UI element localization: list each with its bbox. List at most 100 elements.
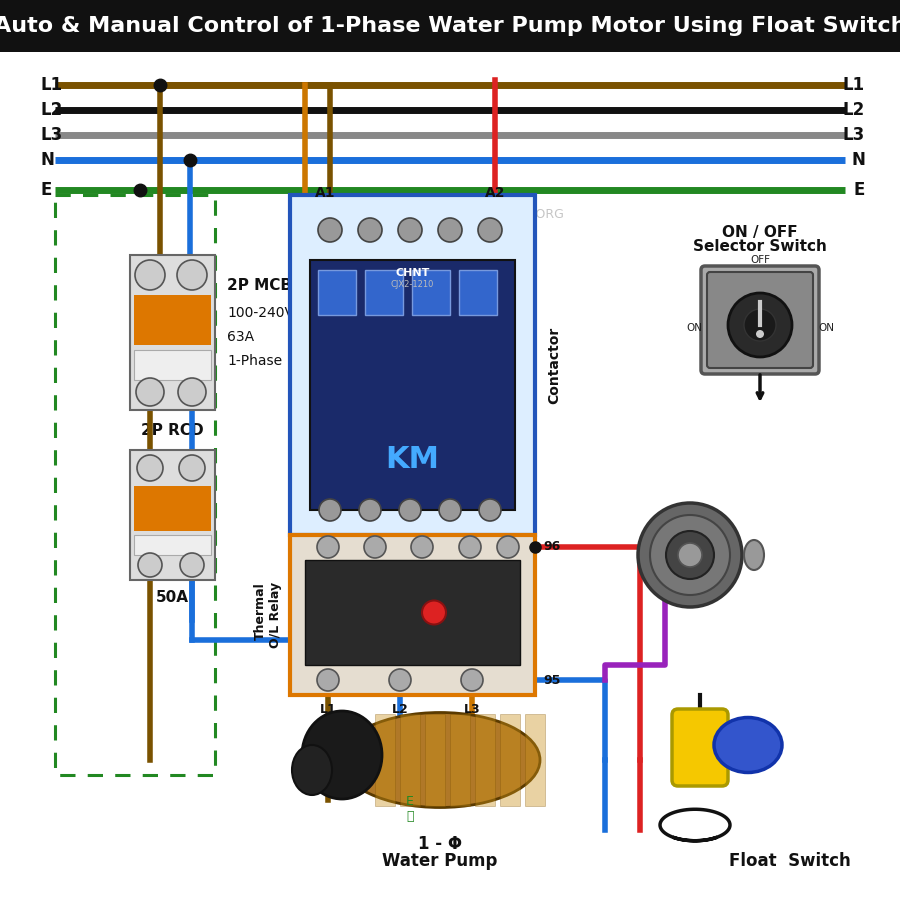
Text: 2P RCD: 2P RCD bbox=[141, 423, 203, 438]
Text: 96: 96 bbox=[543, 541, 560, 554]
Circle shape bbox=[319, 499, 341, 521]
Bar bbox=[400, 714, 420, 806]
Bar bbox=[525, 714, 545, 806]
Circle shape bbox=[744, 309, 776, 341]
FancyBboxPatch shape bbox=[701, 266, 819, 374]
Bar bbox=[290, 195, 535, 535]
Circle shape bbox=[178, 378, 206, 406]
Ellipse shape bbox=[714, 717, 782, 772]
Circle shape bbox=[638, 503, 742, 607]
Text: 1 - Φ: 1 - Φ bbox=[418, 835, 462, 853]
Circle shape bbox=[411, 536, 433, 558]
Text: Thermal
O/L Relay: Thermal O/L Relay bbox=[254, 582, 282, 648]
Bar bbox=[0, 0, 900, 52]
Circle shape bbox=[317, 669, 339, 691]
Circle shape bbox=[728, 293, 792, 357]
FancyBboxPatch shape bbox=[707, 272, 813, 368]
Text: CHNT: CHNT bbox=[395, 268, 429, 278]
Text: L3: L3 bbox=[842, 126, 865, 144]
Text: E: E bbox=[40, 181, 51, 199]
Bar bbox=[500, 714, 520, 806]
Circle shape bbox=[389, 669, 411, 691]
Text: L2: L2 bbox=[842, 101, 865, 119]
Bar bbox=[134, 350, 211, 380]
Bar bbox=[134, 486, 211, 531]
Circle shape bbox=[422, 600, 446, 625]
Circle shape bbox=[138, 553, 162, 577]
Text: L3: L3 bbox=[40, 126, 62, 144]
Circle shape bbox=[317, 536, 339, 558]
Bar bbox=[305, 560, 520, 665]
Circle shape bbox=[137, 455, 163, 481]
Ellipse shape bbox=[340, 713, 540, 807]
Circle shape bbox=[359, 499, 381, 521]
Text: L1: L1 bbox=[40, 76, 62, 94]
Circle shape bbox=[479, 499, 501, 521]
Bar bbox=[134, 295, 211, 345]
Text: Selector Switch: Selector Switch bbox=[693, 239, 827, 254]
Circle shape bbox=[461, 669, 483, 691]
Bar bbox=[375, 714, 395, 806]
Text: 95: 95 bbox=[543, 673, 561, 687]
Text: L3: L3 bbox=[464, 703, 481, 716]
Text: E
⏚: E ⏚ bbox=[406, 795, 414, 823]
Text: N: N bbox=[851, 151, 865, 169]
Circle shape bbox=[497, 536, 519, 558]
Bar bbox=[425, 714, 445, 806]
Circle shape bbox=[399, 499, 421, 521]
Bar bbox=[290, 535, 535, 695]
Text: OFF: OFF bbox=[750, 255, 770, 265]
Circle shape bbox=[318, 218, 342, 242]
Text: ON: ON bbox=[686, 323, 702, 333]
Text: Float  Switch: Float Switch bbox=[729, 852, 850, 870]
Text: A1: A1 bbox=[315, 186, 335, 200]
Bar bbox=[318, 270, 356, 315]
Text: CJX2-1210: CJX2-1210 bbox=[391, 280, 434, 289]
Text: 1-Phase: 1-Phase bbox=[227, 354, 282, 368]
Text: 50A: 50A bbox=[156, 590, 189, 605]
Bar bbox=[55, 195, 215, 775]
Ellipse shape bbox=[292, 745, 332, 795]
Circle shape bbox=[438, 218, 462, 242]
Text: Water Pump: Water Pump bbox=[382, 852, 498, 870]
Text: L1: L1 bbox=[320, 703, 337, 716]
Text: E: E bbox=[853, 181, 865, 199]
Bar bbox=[365, 270, 403, 315]
Circle shape bbox=[478, 218, 502, 242]
Text: 100-240V: 100-240V bbox=[227, 306, 294, 320]
Ellipse shape bbox=[302, 711, 382, 799]
Bar bbox=[310, 260, 515, 510]
Bar bbox=[130, 255, 215, 410]
Circle shape bbox=[666, 531, 714, 579]
Bar bbox=[475, 714, 495, 806]
Bar bbox=[412, 270, 450, 315]
Text: 63A: 63A bbox=[227, 330, 254, 344]
Text: ON / OFF: ON / OFF bbox=[722, 225, 797, 240]
Circle shape bbox=[398, 218, 422, 242]
Bar bbox=[134, 535, 211, 555]
Text: L2: L2 bbox=[392, 703, 409, 716]
Text: A2: A2 bbox=[485, 186, 505, 200]
Bar bbox=[450, 714, 470, 806]
Circle shape bbox=[756, 330, 764, 338]
Text: Contactor: Contactor bbox=[547, 327, 561, 403]
Circle shape bbox=[364, 536, 386, 558]
Bar bbox=[130, 450, 215, 580]
Text: KM: KM bbox=[385, 446, 439, 474]
Circle shape bbox=[439, 499, 461, 521]
Circle shape bbox=[135, 260, 165, 290]
Text: 2P MCB: 2P MCB bbox=[227, 277, 292, 292]
Text: Auto & Manual Control of 1-Phase Water Pump Motor Using Float Switch: Auto & Manual Control of 1-Phase Water P… bbox=[0, 16, 900, 36]
Ellipse shape bbox=[744, 540, 764, 570]
Circle shape bbox=[179, 455, 205, 481]
Text: L1: L1 bbox=[843, 76, 865, 94]
FancyBboxPatch shape bbox=[672, 709, 728, 786]
Bar bbox=[459, 270, 497, 315]
Text: L2: L2 bbox=[40, 101, 62, 119]
Circle shape bbox=[177, 260, 207, 290]
Circle shape bbox=[459, 536, 481, 558]
Circle shape bbox=[136, 378, 164, 406]
Circle shape bbox=[180, 553, 204, 577]
Circle shape bbox=[358, 218, 382, 242]
Text: WWW.ELECTRICALTECHNOLOGY.ORG: WWW.ELECTRICALTECHNOLOGY.ORG bbox=[335, 209, 565, 221]
